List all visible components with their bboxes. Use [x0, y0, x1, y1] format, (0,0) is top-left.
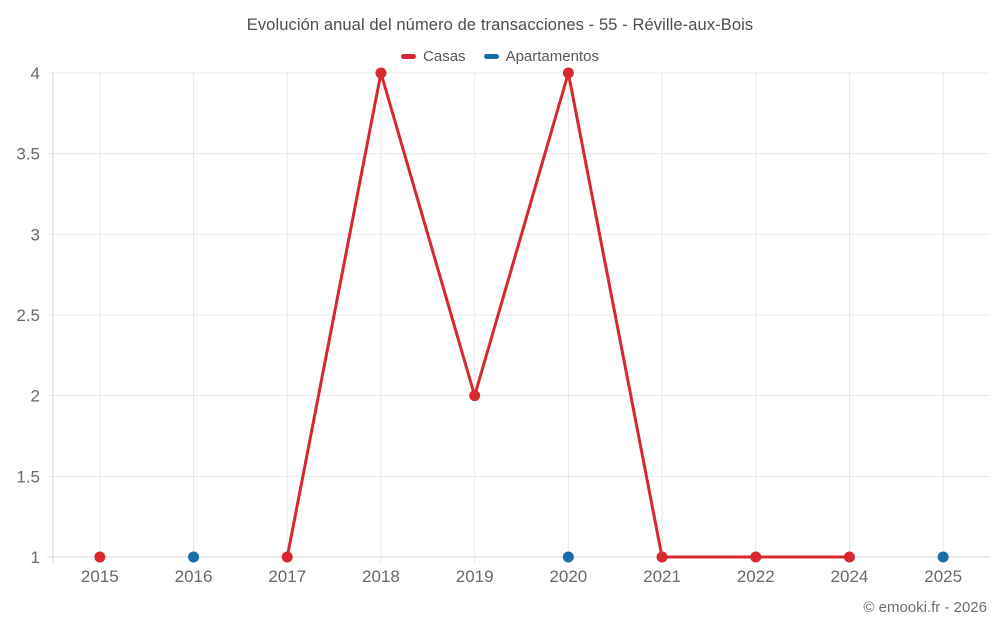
data-point-casas-2019[interactable] — [469, 390, 481, 402]
data-point-casas-2020[interactable] — [562, 67, 574, 79]
data-point-casas-2024[interactable] — [843, 551, 855, 563]
data-point-casas-2015[interactable] — [94, 551, 106, 563]
y-tick-label: 3.5 — [16, 145, 40, 164]
gridlines: 1 1.5 2 2.5 3 3.5 4 2015 2016 2017 2018 2019 2020 202… — [16, 64, 990, 586]
legend-swatch-casas — [401, 54, 417, 59]
y-tick-label: 4 — [31, 64, 40, 83]
x-tick-label: 2020 — [549, 567, 587, 586]
x-tick-label: 2015 — [81, 567, 119, 586]
data-point-casas-2018[interactable] — [375, 67, 387, 79]
x-tick-label: 2021 — [643, 567, 681, 586]
legend-swatch-apartamentos — [483, 54, 499, 59]
data-point-casas-2022[interactable] — [750, 551, 762, 563]
y-tick-label: 2 — [31, 387, 40, 406]
legend: Casas Apartamentos — [0, 48, 1000, 65]
chart-title: Evolución anual del número de transaccio… — [246, 16, 754, 34]
data-point-apartamentos-2025[interactable] — [937, 551, 949, 563]
x-tick-label: 2016 — [175, 567, 213, 586]
legend-label-casas: Casas — [423, 48, 466, 65]
legend-item-casas[interactable]: Casas — [401, 48, 466, 65]
watermark-credit: © emooki.fr - 2026 — [863, 599, 987, 616]
data-point-casas-2021[interactable] — [656, 551, 668, 563]
x-tick-label: 2018 — [362, 567, 400, 586]
x-tick-label: 2022 — [737, 567, 775, 586]
series-apartamentos — [188, 551, 949, 563]
x-tick-label: 2025 — [924, 567, 962, 586]
x-tick-label: 2019 — [456, 567, 494, 586]
y-tick-label: 3 — [31, 225, 40, 244]
data-point-apartamentos-2020[interactable] — [562, 551, 574, 563]
legend-item-apartamentos[interactable]: Apartamentos — [483, 48, 599, 65]
y-tick-label: 2.5 — [16, 306, 40, 325]
data-point-apartamentos-2016[interactable] — [188, 551, 200, 563]
x-tick-label: 2017 — [268, 567, 306, 586]
series-casas — [94, 67, 855, 563]
legend-label-apartamentos: Apartamentos — [505, 48, 599, 65]
y-tick-label: 1.5 — [16, 467, 40, 486]
data-point-casas-2017[interactable] — [281, 551, 293, 563]
y-tick-label: 1 — [31, 548, 40, 567]
x-tick-label: 2024 — [831, 567, 869, 586]
